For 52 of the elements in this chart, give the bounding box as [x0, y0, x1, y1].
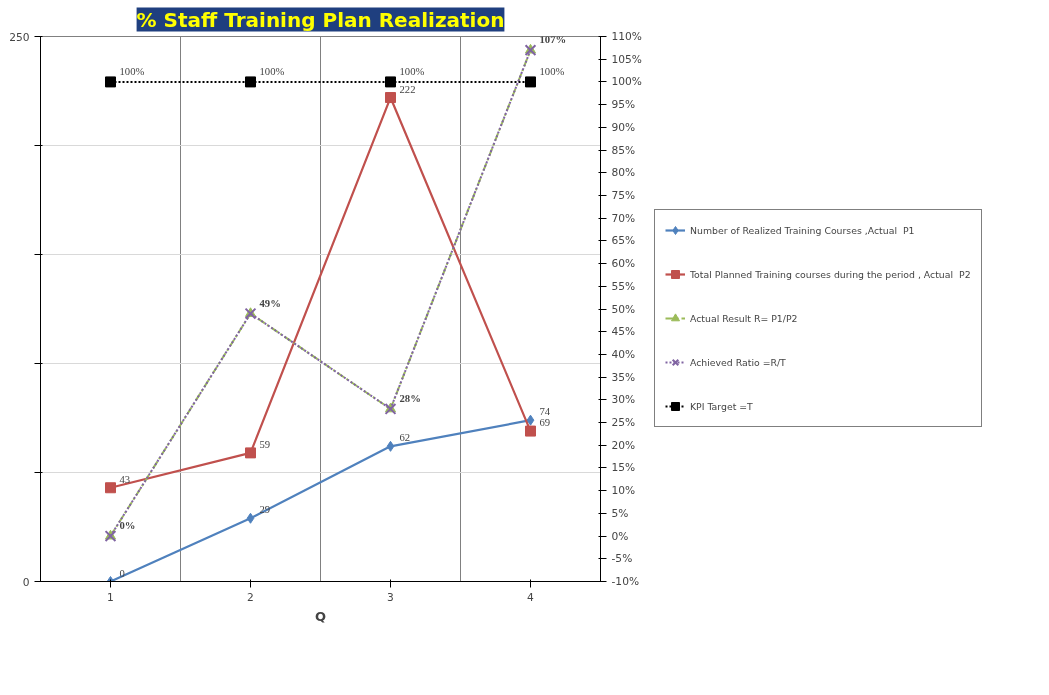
legend-label: Actual Result R= P1/P2	[690, 312, 798, 324]
data-label: 100%	[399, 65, 425, 77]
y2-tick-label: 55%	[611, 279, 636, 293]
y2-tick-label: 30%	[611, 393, 636, 407]
x-tick-label: 2	[247, 590, 254, 604]
data-label: 62	[399, 432, 411, 444]
y-tick-label: 250	[9, 30, 30, 44]
y2-tick-label: 60%	[611, 257, 636, 271]
y2-tick-label: 75%	[611, 188, 636, 202]
legend-label: Achieved Ratio =R/T	[690, 356, 786, 368]
y2-tick-label: 10%	[611, 484, 636, 498]
y2-tick-label: -5%	[611, 552, 633, 566]
x-tick-label: 3	[387, 590, 394, 604]
y2-tick-label: 50%	[611, 302, 636, 316]
y2-tick-label: 105%	[611, 52, 642, 66]
y2-tick-label: 70%	[611, 211, 636, 225]
y2-tick-label: 110%	[611, 30, 642, 43]
y2-tick-label: 20%	[611, 438, 636, 452]
data-label: 74	[539, 406, 551, 418]
data-label: 107%	[539, 34, 567, 46]
y2-tick-label: 100%	[611, 75, 642, 89]
data-label: 49%	[259, 297, 281, 309]
legend-label: Number of Realized Training Courses ,Actual P1	[690, 224, 915, 236]
y2-tick-label: 40%	[611, 347, 636, 361]
y2-tick-label: 95%	[611, 98, 636, 112]
y2-tick-label: 25%	[611, 416, 636, 430]
data-label: 28%	[399, 392, 421, 404]
legend-label: KPI Target =T	[690, 400, 753, 412]
y2-tick-label: 65%	[611, 234, 636, 248]
data-label: 43	[119, 473, 131, 485]
x-axis-title: Q	[314, 608, 327, 624]
y2-tick-label: -10%	[611, 575, 640, 588]
data-label: 0	[119, 567, 125, 579]
legend-label: Total Planned Training courses during the period , Actual P2	[690, 268, 971, 280]
y2-tick-label: 90%	[611, 120, 636, 134]
y2-tick-label: 35%	[611, 370, 636, 384]
data-label: 59	[259, 438, 271, 450]
x-tick-label: 4	[527, 590, 535, 604]
y2-tick-label: 85%	[611, 143, 636, 157]
x-tick-label: 1	[107, 590, 114, 604]
y2-tick-label: 80%	[611, 166, 636, 180]
chart-title: % Staff Training Plan Realization	[136, 7, 505, 32]
data-label: 69	[539, 417, 551, 429]
y2-tick-label: 45%	[611, 325, 636, 339]
data-label: 100%	[259, 65, 285, 77]
data-label: 100%	[539, 65, 565, 77]
data-label: 100%	[119, 65, 145, 77]
y2-tick-label: 15%	[611, 461, 636, 475]
y2-tick-label: 0%	[611, 529, 629, 543]
data-label: 222	[399, 83, 416, 95]
data-label: 0%	[119, 520, 136, 532]
y2-tick-label: 5%	[611, 506, 629, 520]
